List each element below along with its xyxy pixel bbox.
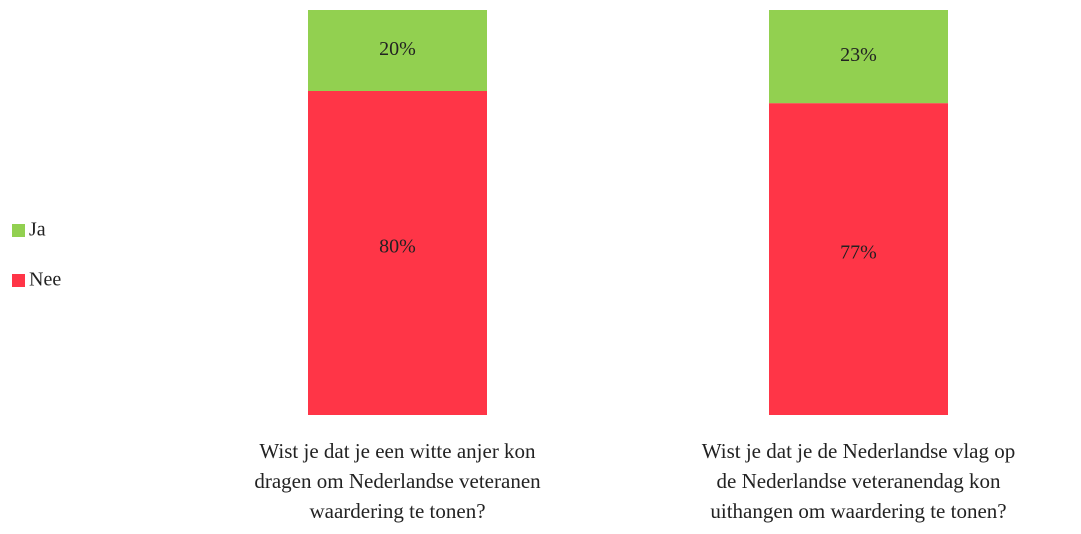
bar-segment bbox=[769, 103, 948, 416]
data-label: 23% bbox=[840, 44, 877, 66]
data-label: 80% bbox=[379, 236, 416, 258]
data-label: 77% bbox=[840, 242, 877, 264]
legend-swatch bbox=[12, 224, 25, 237]
bar-segment bbox=[308, 91, 487, 415]
category-label: Wist je dat je een witte anjer kon drage… bbox=[254, 439, 541, 523]
legend-swatch bbox=[12, 274, 25, 287]
category-label: Wist je dat je de Nederlandse vlag op de… bbox=[701, 439, 1016, 523]
data-label: 20% bbox=[379, 38, 416, 60]
legend-label: Nee bbox=[29, 269, 61, 291]
bar-segment bbox=[769, 10, 948, 104]
bar-segment bbox=[308, 10, 487, 91]
legend-label: Ja bbox=[29, 219, 46, 241]
